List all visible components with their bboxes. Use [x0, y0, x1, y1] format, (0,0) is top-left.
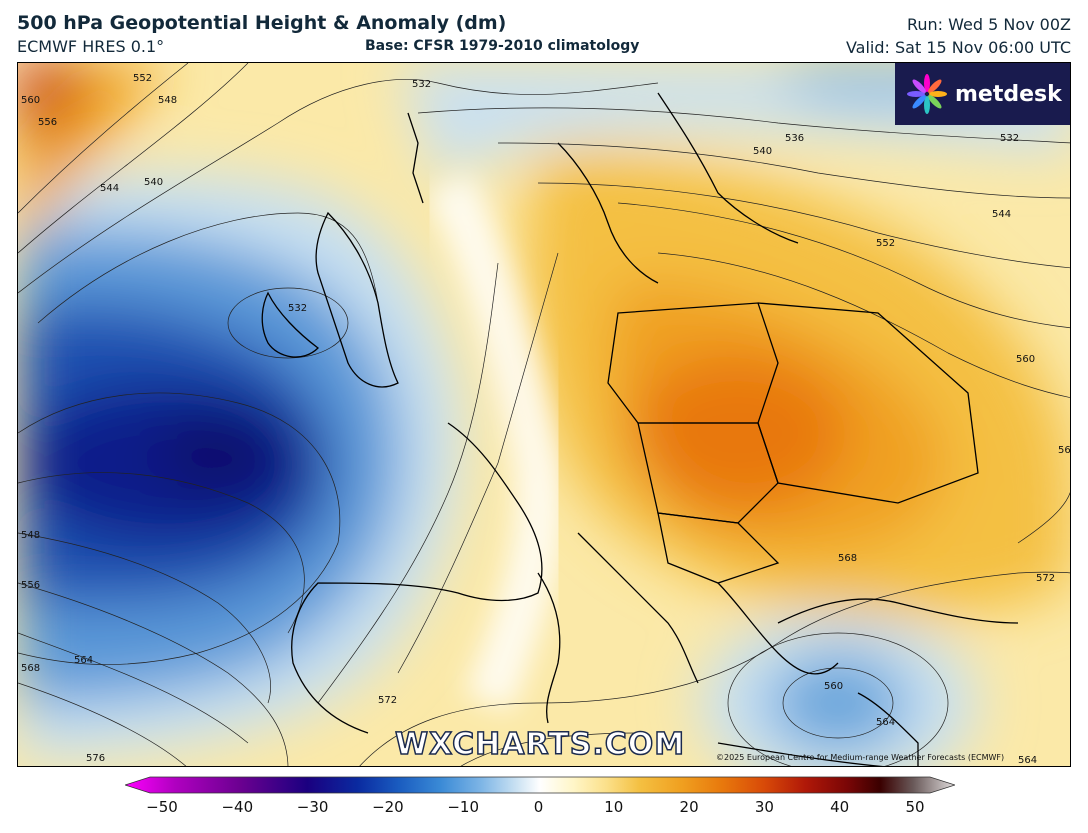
height-contours: [18, 63, 1070, 766]
colorbar-tick-label: 30: [754, 798, 774, 816]
contour-label: 564: [1058, 445, 1071, 456]
contour-label: 532: [288, 303, 307, 314]
colorbar-tick-label: −10: [447, 798, 480, 816]
contour-label: 556: [38, 117, 57, 128]
contour-label: 540: [144, 177, 163, 188]
contour-label: 532: [412, 79, 431, 90]
contour-label: 548: [158, 95, 177, 106]
contour-labels: 560 556 552 548 544 540 532 532 536 540 …: [21, 73, 1071, 766]
contour-label: 544: [100, 183, 119, 194]
contour-label: 560: [21, 95, 40, 106]
valid-time-label: Valid: Sat 15 Nov 06:00 UTC: [845, 38, 1071, 57]
colorbar: [125, 776, 955, 794]
climatology-base-label: Base: CFSR 1979-2010 climatology: [365, 38, 640, 54]
contour-label: 552: [876, 238, 895, 249]
colorbar-tick-label: −30: [296, 798, 329, 816]
copyright-notice: ©2025 European Centre for Medium-range W…: [716, 753, 1005, 762]
contour-label: 564: [1018, 755, 1037, 766]
map-panel: 560 556 552 548 544 540 532 532 536 540 …: [17, 62, 1071, 767]
coastlines: [261, 92, 1019, 766]
contour-label: 556: [21, 580, 40, 591]
chart-title: 500 hPa Geopotential Height & Anomaly (d…: [17, 12, 507, 34]
logo-text: metdesk: [955, 81, 1062, 107]
contour-label: 568: [838, 553, 857, 564]
flower-logo-icon: [907, 74, 947, 114]
colorbar-tick-label: 0: [533, 798, 544, 816]
contour-label: 560: [1016, 354, 1035, 365]
colorbar-tick-label: −40: [221, 798, 254, 816]
metdesk-logo: metdesk: [895, 63, 1070, 125]
colorbar-tick-label: −50: [146, 798, 178, 816]
colorbar-tick-label: −20: [372, 798, 404, 816]
colorbar-tick-label: 20: [679, 798, 699, 816]
contour-label: 568: [21, 663, 40, 674]
contour-label: 564: [876, 717, 895, 728]
contour-label: 552: [133, 73, 152, 84]
contour-label: 540: [753, 146, 772, 157]
contour-label: 576: [86, 753, 105, 764]
colorbar-tick-label: 10: [604, 798, 624, 816]
wxcharts-watermark: WXCHARTS.COM: [394, 726, 686, 763]
contour-label: 548: [21, 530, 40, 541]
contour-label: 536: [785, 133, 804, 144]
contour-label: 544: [992, 209, 1011, 220]
contour-label: 572: [1036, 573, 1055, 584]
anomaly-map: 560 556 552 548 544 540 532 532 536 540 …: [18, 63, 1071, 766]
colorbar-tick-label: 50: [905, 798, 925, 816]
model-label: ECMWF HRES 0.1°: [17, 37, 165, 56]
contour-label: 532: [1000, 133, 1019, 144]
colorbar-tick-label: 40: [830, 798, 850, 816]
contour-label: 572: [378, 695, 397, 706]
run-time-label: Run: Wed 5 Nov 00Z: [906, 15, 1071, 34]
contour-label: 564: [74, 655, 93, 666]
contour-label: 560: [824, 681, 843, 692]
